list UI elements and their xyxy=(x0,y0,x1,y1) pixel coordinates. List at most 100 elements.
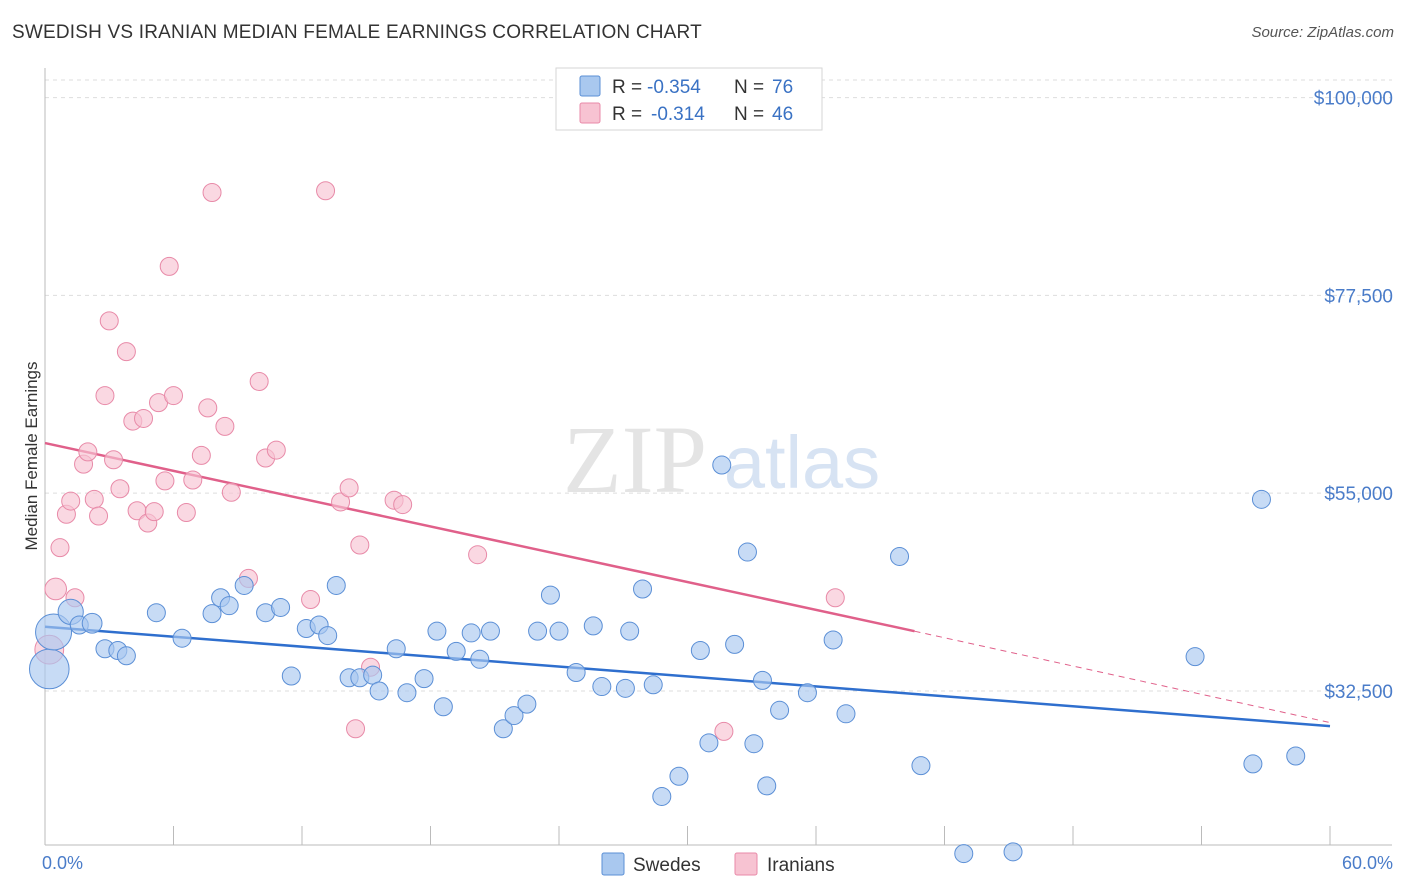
iranians-point-8 xyxy=(84,489,104,509)
swedes-point-59 xyxy=(823,630,843,650)
watermark-zip: ZIP xyxy=(563,406,707,513)
iranians-point-37 xyxy=(331,492,351,512)
stats-legend: R = -0.354 N = 76 R = -0.314 N = 46 xyxy=(555,67,823,131)
iranians-legend-label: Iranians xyxy=(767,855,835,876)
swedes-point-1 xyxy=(35,613,73,651)
swedes-point-12 xyxy=(219,596,239,616)
iranians-trend-extension xyxy=(914,630,1331,724)
swedes-point-48 xyxy=(669,766,689,786)
x-tick-label-1: 60.0% xyxy=(1342,853,1393,873)
swedes-point-37 xyxy=(528,621,548,641)
y-tick-label-2: $77,500 xyxy=(1324,286,1393,307)
swedes-point-30 xyxy=(446,641,466,661)
iranians-point-46 xyxy=(825,588,845,608)
swedes-point-29 xyxy=(433,697,453,717)
swedes-n-value: 76 xyxy=(772,77,793,98)
iranians-n-value: 46 xyxy=(772,104,793,125)
watermark: ZIP atlas xyxy=(563,406,880,513)
y-tick-label-1: $55,000 xyxy=(1324,484,1393,505)
iranians-points xyxy=(34,181,845,741)
swedes-point-36 xyxy=(517,694,537,714)
iranians-point-12 xyxy=(104,450,124,470)
iranians-point-26 xyxy=(191,445,211,465)
swedes-point-52 xyxy=(725,634,745,654)
y-tick-label-3: $100,000 xyxy=(1314,89,1393,110)
iranians-point-24 xyxy=(176,503,196,523)
iranians-point-25 xyxy=(183,470,203,490)
swedes-point-24 xyxy=(369,681,389,701)
iranians-point-23 xyxy=(164,386,183,406)
swedes-legend-label: Swedes xyxy=(633,855,701,876)
swedes-point-53 xyxy=(737,542,757,562)
source-label: Source: ZipAtlas.com xyxy=(1251,24,1394,41)
swedes-point-60 xyxy=(836,704,856,724)
chart-title: SWEDISH VS IRANIAN MEDIAN FEMALE EARNING… xyxy=(12,22,702,43)
axes xyxy=(44,68,1392,846)
swedes-legend-swatch xyxy=(601,852,625,876)
iranians-point-7 xyxy=(78,442,98,462)
swedes-point-10 xyxy=(202,604,222,624)
swedes-point-40 xyxy=(566,662,586,682)
iranians-point-36 xyxy=(316,181,336,201)
iranians-point-10 xyxy=(95,386,115,406)
swedes-point-67 xyxy=(1251,489,1271,509)
swedes-point-42 xyxy=(592,677,612,697)
watermark-atlas: atlas xyxy=(724,421,880,504)
swedes-point-45 xyxy=(633,579,653,599)
iranians-point-45 xyxy=(714,721,734,741)
iranians-point-29 xyxy=(215,416,235,436)
swedes-swatch xyxy=(579,75,601,97)
x-tick-labels: 0.0% 60.0% xyxy=(42,853,1393,873)
swedes-r-label: R = xyxy=(612,77,642,98)
iranians-point-21 xyxy=(155,471,175,491)
swedes-point-16 xyxy=(281,666,301,686)
iranians-point-39 xyxy=(346,719,366,739)
swedes-point-32 xyxy=(470,649,490,669)
swedes-point-47 xyxy=(652,786,672,806)
y-tick-labels: $32,500 $55,000 $77,500 $100,000 xyxy=(1314,89,1393,703)
iranians-r-value: -0.314 xyxy=(651,104,705,125)
swedes-point-65 xyxy=(1185,647,1205,667)
swedes-point-38 xyxy=(540,585,560,605)
swedes-point-57 xyxy=(770,700,790,720)
swedes-point-31 xyxy=(461,623,481,643)
iranians-point-35 xyxy=(301,590,321,610)
iranians-point-2 xyxy=(50,538,70,558)
swedes-point-58 xyxy=(797,683,817,703)
swedes-point-8 xyxy=(146,603,166,623)
swedes-point-64 xyxy=(1003,842,1023,862)
swedes-point-23 xyxy=(363,665,383,685)
swedes-point-50 xyxy=(699,733,719,753)
swedes-point-51 xyxy=(712,455,732,475)
iranians-point-30 xyxy=(221,482,241,502)
iranians-point-14 xyxy=(116,342,136,362)
iranians-legend-swatch xyxy=(734,852,758,876)
swedes-trend-line xyxy=(44,625,1331,728)
swedes-point-9 xyxy=(172,628,192,648)
iranians-swatch xyxy=(579,102,601,124)
swedes-point-20 xyxy=(326,575,346,595)
swedes-point-44 xyxy=(620,621,640,641)
x-tick-label-0: 0.0% xyxy=(42,853,83,873)
swedes-point-62 xyxy=(911,756,931,776)
iranians-point-11 xyxy=(99,311,119,331)
swedes-point-28 xyxy=(427,621,447,641)
swedes-point-55 xyxy=(752,670,772,690)
swedes-point-63 xyxy=(954,844,974,864)
iranians-point-19 xyxy=(144,502,164,522)
swedes-point-39 xyxy=(549,621,569,641)
iranians-point-28 xyxy=(202,183,222,203)
swedes-point-61 xyxy=(890,546,910,566)
y-tick-label-0: $32,500 xyxy=(1324,682,1393,703)
swedes-point-66 xyxy=(1243,754,1263,774)
swedes-point-33 xyxy=(480,621,500,641)
swedes-point-25 xyxy=(386,639,406,659)
iranians-point-1 xyxy=(44,577,68,601)
iranians-point-27 xyxy=(198,398,218,418)
swedes-point-49 xyxy=(690,641,710,661)
swedes-point-7 xyxy=(116,646,136,666)
swedes-n-label: N = xyxy=(734,77,764,98)
swedes-point-41 xyxy=(583,616,603,636)
iranians-point-17 xyxy=(134,408,154,428)
gridlines xyxy=(45,79,1392,692)
